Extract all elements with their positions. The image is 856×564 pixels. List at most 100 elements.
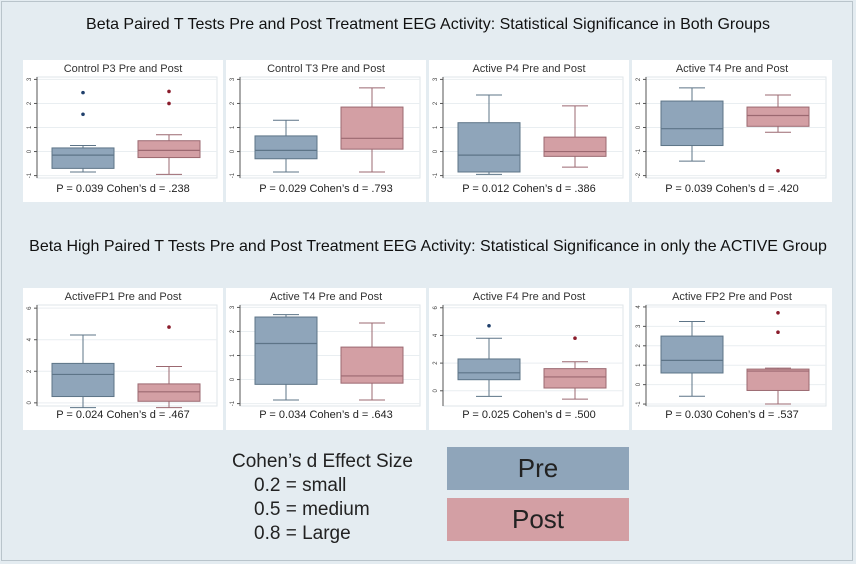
y-tick-label: 1 — [636, 101, 642, 105]
panel-title: Active T4 Pre and Post — [269, 291, 383, 303]
boxplot-panel-1: Control P3 Pre and Post -1 0 1 2 3 P = 0.039… — [23, 60, 223, 202]
y-tick-label: -1 — [230, 400, 236, 406]
y-tick-label: 2 — [636, 343, 642, 347]
stats-caption: P = 0.039 Cohen’s d = .420 — [665, 183, 799, 195]
boxplot-panel-4: Active T4 Pre and Post -2 -1 0 1 2 P = 0.039… — [632, 60, 832, 202]
y-tick-label: -1 — [27, 172, 33, 178]
post-outlier — [776, 168, 780, 173]
pre-box — [457, 358, 521, 381]
pre-outlier — [487, 323, 491, 328]
boxplot-svg: -1 0 1 2 3 — [27, 76, 218, 179]
post-box — [543, 136, 607, 157]
y-tick-label: 0 — [433, 388, 439, 392]
y-tick-label: 2 — [230, 101, 236, 105]
post-box — [543, 368, 607, 389]
y-tick-label: -2 — [636, 172, 642, 178]
y-tick-label: 0 — [636, 125, 642, 129]
post-outlier — [776, 310, 780, 315]
y-tick-label: 2 — [636, 77, 642, 81]
post-box — [340, 106, 404, 150]
y-tick-label: 3 — [230, 77, 236, 81]
section-title-beta-high: Beta High Paired T Tests Pre and Post Tr… — [29, 238, 827, 255]
y-tick-label: -1 — [636, 401, 642, 407]
y-tick-label: 2 — [27, 369, 33, 373]
stats-caption: P = 0.039 Cohen’s d = .238 — [56, 183, 190, 195]
boxplot-svg: 0 2 4 6 — [433, 304, 624, 407]
pre-box — [51, 362, 115, 398]
y-tick-label: 1 — [433, 125, 439, 129]
boxplot-svg: -1 0 1 2 3 — [433, 76, 624, 179]
boxplot-panel-2: Control T3 Pre and Post -1 0 1 2 3 P = 0.029… — [226, 60, 426, 202]
effect-size-legend: Cohen’s d Effect Size 0.2 = small 0.5 = … — [232, 450, 413, 546]
y-tick-label: 6 — [27, 306, 33, 310]
pre-box — [254, 135, 318, 160]
boxplot-svg: -1 0 1 2 3 — [230, 76, 421, 179]
y-tick-label: 2 — [230, 329, 236, 333]
post-outlier — [573, 336, 577, 341]
stats-caption: P = 0.012 Cohen’s d = .386 — [462, 183, 596, 195]
post-outlier — [167, 89, 171, 94]
pre-outlier — [81, 90, 85, 95]
y-tick-label: 4 — [636, 305, 642, 309]
y-tick-label: 0 — [230, 377, 236, 381]
y-tick-label: -1 — [433, 172, 439, 178]
post-box — [340, 346, 404, 384]
pre-box — [254, 316, 318, 385]
y-tick-label: 0 — [636, 382, 642, 386]
post-outlier — [167, 101, 171, 106]
pre-box — [457, 122, 521, 173]
panel-title: Active T4 Pre and Post — [675, 63, 789, 75]
plot-area — [442, 304, 624, 407]
boxplot-panel-3: Active P4 Pre and Post -1 0 1 2 3 P = 0.012 … — [429, 60, 629, 202]
stats-caption: P = 0.030 Cohen’s d = .537 — [665, 409, 799, 421]
post-box — [137, 140, 201, 159]
pre-box — [660, 335, 724, 374]
y-tick-label: 0 — [27, 149, 33, 153]
effect-size-title: Cohen’s d Effect Size — [232, 451, 413, 472]
stats-caption: P = 0.024 Cohen’s d = .467 — [56, 409, 190, 421]
y-tick-label: 4 — [27, 337, 33, 341]
effect-size-medium: 0.5 = medium — [254, 499, 370, 520]
y-tick-label: -1 — [636, 148, 642, 154]
post-box — [137, 383, 201, 402]
boxplot-svg: -1 0 1 2 3 4 — [636, 304, 827, 407]
y-tick-label: 4 — [433, 333, 439, 337]
panel-title: Active FP2 Pre and Post — [672, 291, 792, 303]
boxplot-svg: 0 2 4 6 — [27, 304, 218, 409]
panel-title: ActiveFP1 Pre and Post — [64, 291, 182, 303]
panel-title: Control P3 Pre and Post — [63, 63, 183, 75]
boxplot-svg: -1 0 1 2 3 — [230, 304, 421, 407]
panel-title: Control T3 Pre and Post — [267, 63, 385, 75]
y-tick-label: 0 — [230, 149, 236, 153]
boxplot-svg: -2 -1 0 1 2 — [636, 76, 827, 179]
post-outlier — [776, 330, 780, 334]
y-tick-label: 1 — [27, 125, 33, 129]
post-box — [746, 368, 810, 391]
y-tick-label: 0 — [433, 149, 439, 153]
pre-outlier — [81, 112, 85, 117]
pre-box — [51, 147, 115, 169]
legend-pre-swatch: Pre — [447, 447, 629, 490]
y-tick-label: 3 — [433, 77, 439, 81]
y-tick-label: 3 — [230, 305, 236, 309]
y-tick-label: 6 — [433, 305, 439, 309]
legend-post-swatch: Post — [447, 498, 629, 541]
y-tick-label: 3 — [27, 77, 33, 81]
y-tick-label: 0 — [27, 401, 33, 405]
boxplot-panel-7: Active F4 Pre and Post 0 2 4 6 P = 0.025 Co… — [429, 288, 629, 430]
y-tick-label: 2 — [433, 101, 439, 105]
y-tick-label: 2 — [433, 361, 439, 365]
panel-title: Active P4 Pre and Post — [472, 63, 586, 75]
boxplot-panel-5: ActiveFP1 Pre and Post 0 2 4 6 P = 0.024 Co… — [23, 288, 223, 430]
panel-title: Active F4 Pre and Post — [472, 291, 586, 303]
boxplot-panel-6: Active T4 Pre and Post -1 0 1 2 3 P = 0.034 … — [226, 288, 426, 430]
y-tick-label: 1 — [230, 125, 236, 129]
boxplot-panel-8: Active FP2 Pre and Post -1 0 1 2 3 4 P = 0.03… — [632, 288, 832, 430]
stats-caption: P = 0.029 Cohen’s d = .793 — [259, 183, 393, 195]
post-outlier — [167, 325, 171, 329]
post-box — [746, 106, 810, 127]
y-tick-label: 1 — [230, 353, 236, 357]
section-title-beta: Beta Paired T Tests Pre and Post Treatme… — [86, 16, 770, 33]
y-tick-label: 1 — [636, 363, 642, 367]
